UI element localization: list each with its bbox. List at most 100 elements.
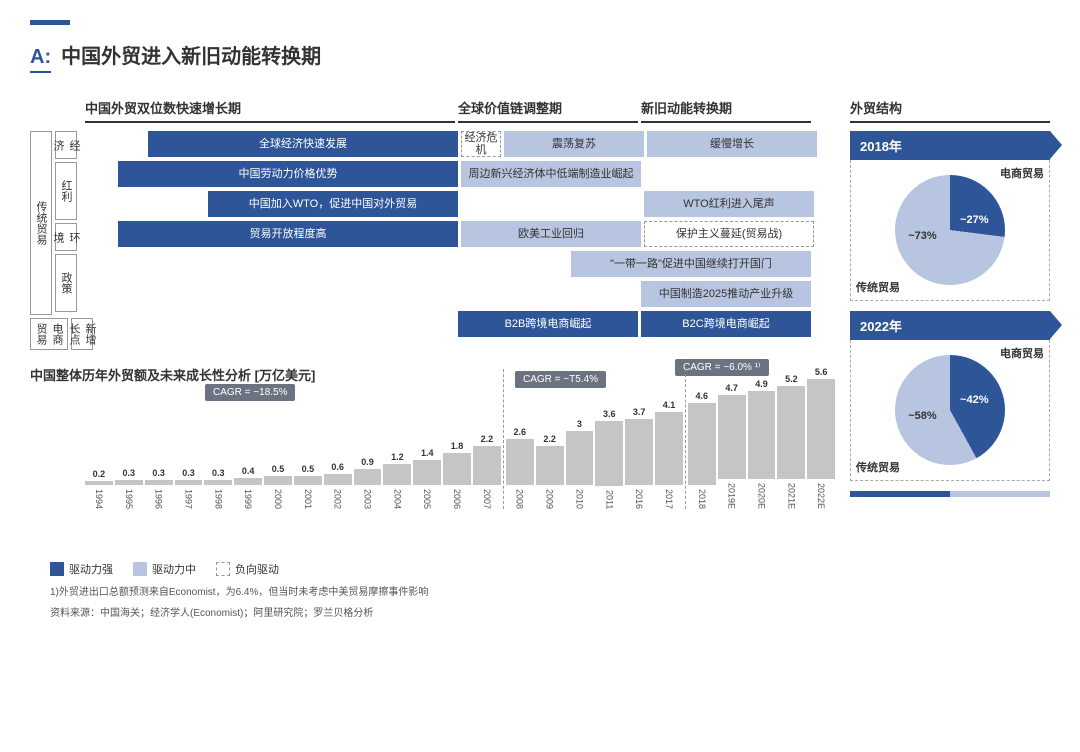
legend-item: 驱动力强 [50,561,113,577]
bar-column: 0.3 1998 [204,468,232,509]
bar-column: 0.3 1997 [175,468,203,509]
pie-pct-ecommerce: ~42% [960,394,988,406]
bar-rect [115,480,143,485]
bar-year: 2018 [697,489,707,509]
bar-value: 5.6 [815,367,828,377]
gantt-segment: "一带一路"促进中国继续打开国门 [571,251,811,277]
bar-rect [175,480,203,485]
bar-column: 2.6 2008 [506,427,534,509]
gantt-row: 中国加入WTO，促进中国对外贸易WTO红利进入尾声 [85,191,835,217]
bar-rect [413,460,441,485]
bar-column: 3.7 2016 [625,407,653,509]
title-main: 中国外贸进入新旧动能转换期 [61,40,321,69]
bar-year: 1994 [94,489,104,509]
legend-label: 负向驱动 [235,561,279,577]
gantt-segment: 中国加入WTO，促进中国对外贸易 [208,191,458,217]
bar-value: 1.2 [391,452,404,462]
title-prefix: A: [30,46,51,73]
bar-year: 2001 [303,489,313,509]
bar-column: 0.4 1999 [234,466,262,509]
bar-column: 1.4 2005 [413,448,441,509]
bar-year: 2000 [273,489,283,509]
bar-column: 0.9 2003 [354,457,382,509]
gantt-segment: 欧美工业回归 [461,221,641,247]
gantt-segment: 贸易开放程度高 [118,221,458,247]
bar-rect [688,403,716,485]
gantt-row: 贸易开放程度高欧美工业回归保护主义蔓延(贸易战) [85,221,835,247]
legend-swatch [133,562,147,576]
bar-column: 2.2 2007 [473,434,501,509]
bar-year: 2003 [363,489,373,509]
gantt-segment: 周边新兴经济体中低端制造业崛起 [461,161,641,187]
period-headers: 中国外贸双位数快速增长期全球价值链调整期新旧动能转换期 [85,98,835,123]
bar-value: 2.2 [543,434,556,444]
footnote: 1)外贸进出口总额预测来自Economist，为6.4%，但当时未考虑中美贸易摩… [50,583,835,598]
period-header: 全球价值链调整期 [458,98,638,123]
bar-rect [85,481,113,485]
bar-value: 4.9 [755,379,768,389]
pie-year: 2022年 [850,311,1050,340]
gantt-segment: 经济危机 [461,131,501,157]
pie-label-traditional: 传统贸易 [856,459,900,475]
right-title: 外贸结构 [850,98,1050,123]
legend-swatch [50,562,64,576]
period-header: 中国外贸双位数快速增长期 [85,98,455,123]
bar-rect [506,439,534,485]
bar-value: 0.5 [272,464,285,474]
bar-value: 4.1 [663,400,676,410]
bar-rect [536,446,564,485]
gantt-segment [461,191,641,217]
bar-rect [383,464,411,485]
bar-year: 2005 [422,489,432,509]
bar-rect [566,431,594,485]
gantt-segment: 中国制造2025推动产业升级 [641,281,811,307]
gantt-segment: 震荡复苏 [504,131,644,157]
bar-rect [443,453,471,485]
bar-year: 2011 [604,490,614,509]
cagr-label: CAGR = ~T5.4% [515,371,606,388]
gantt-segment: 缓慢增长 [647,131,817,157]
bar-value: 0.3 [152,468,165,478]
bar-column: 0.5 2001 [294,464,322,509]
bar-year: 2016 [634,489,644,509]
vlabel-inner: 环境 [55,223,77,251]
gantt-segment [85,161,115,187]
chart-divider [503,369,504,509]
pie-pct-ecommerce: ~27% [960,214,988,226]
gantt-row: 中国劳动力价格优势周边新兴经济体中低端制造业崛起 [85,161,835,187]
bar-year: 1999 [243,489,253,509]
bar-rect [718,395,746,479]
bar-rect [294,476,322,485]
gantt-segment [85,281,455,307]
decor-bottom-bar [850,491,1050,497]
vlabel-inner: 红利 [55,162,77,220]
bar-column: 4.9 2020E [748,379,776,509]
bar-rect [354,469,382,485]
legend-label: 驱动力中 [152,561,196,577]
bar-rect [595,421,623,485]
bar-value: 0.3 [182,468,195,478]
gantt-bars: 全球经济快速发展经济危机震荡复苏缓慢增长中国劳动力价格优势周边新兴经济体中低端制… [85,131,835,350]
bar-column: 4.7 2019E [718,383,746,509]
bar-year: 2004 [392,489,402,509]
bar-year: 2020E [756,483,766,509]
legend: 驱动力强 驱动力中 负向驱动 [50,561,835,577]
gantt-segment: 中国劳动力价格优势 [118,161,458,187]
bar-year: 2009 [545,489,555,509]
bar-column: 4.1 2017 [655,400,683,509]
pie-label-ecommerce: 电商贸易 [1000,165,1044,181]
gantt-segment [458,281,638,307]
left-panel: 中国外贸双位数快速增长期全球价值链调整期新旧动能转换期 传统贸易 经济红利环境政… [30,98,835,619]
bar-rect [777,386,805,479]
bar-year: 2017 [664,489,674,509]
bar-year: 2008 [515,489,525,509]
gantt-row: 中国制造2025推动产业升级 [85,281,835,307]
bar-rect [145,480,173,485]
bar-column: 0.3 1995 [115,468,143,509]
decor-top-bar [30,20,70,25]
bar-year: 2022E [816,483,826,509]
pie-pct-traditional: ~73% [908,230,936,242]
legend-swatch [216,562,230,576]
gantt-section: 传统贸易 经济红利环境政策 电商贸易 新增长点 全球经济快速发展经济危机震荡复苏… [30,131,835,350]
chart-divider [685,369,686,509]
